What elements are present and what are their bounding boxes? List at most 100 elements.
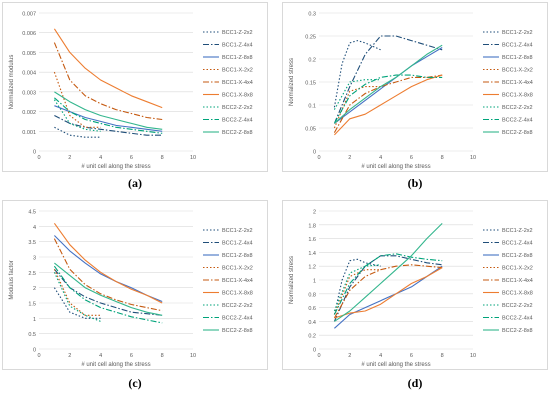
- series-line: [333, 79, 381, 110]
- legend-label: BCC1-X-2x2: [502, 266, 533, 272]
- legend-label: BCC2-Z-8x8: [502, 328, 533, 334]
- y-tick-label: 0: [313, 348, 316, 354]
- series-line: [333, 74, 443, 124]
- legend-label: BCC1-X-4x4: [222, 80, 253, 86]
- y-axis-label: Modulus factor: [9, 260, 15, 299]
- x-tick-label: 10: [190, 353, 196, 359]
- legend-label: BCC2-Z-2x2: [222, 105, 253, 111]
- x-axis-label: # unit cell along the stress: [81, 164, 150, 170]
- legend-label: BCC1-X-8x8: [222, 93, 253, 99]
- y-axis-label: Normalized modulus: [9, 55, 15, 110]
- x-tick-label: 2: [348, 155, 351, 161]
- x-tick-label: 8: [441, 155, 444, 161]
- y-tick-label: 0.001: [22, 130, 36, 136]
- legend-label: BCC1-X-2x2: [222, 266, 253, 272]
- legend-label: BCC2-Z-4x4: [222, 118, 253, 124]
- legend-label: BCC1-X-8x8: [502, 291, 533, 297]
- chart-d: 0 0.2 0.4 0.6 0.8 1 1.2 1.4 1.6 1.8 2 0 2 4 6 8 10 # unit…: [289, 210, 533, 369]
- series-line: [334, 265, 443, 329]
- y-tick-label: 0.004: [22, 71, 36, 77]
- series-line: [334, 223, 443, 322]
- x-axis-label: # unit cell along the stress: [361, 362, 430, 368]
- y-tick-label: 0.1: [308, 104, 316, 110]
- x-tick-label: 10: [190, 155, 196, 161]
- x-tick-label: 2: [68, 353, 71, 359]
- series-line: [333, 258, 381, 315]
- y-tick-label: 3: [33, 256, 36, 262]
- series-line: [53, 268, 163, 316]
- legend-label: BCC1-Z-2x2: [502, 228, 533, 234]
- y-tick-label: 0: [33, 348, 36, 354]
- chart-b: 0 0.05 0.1 0.15 0.2 0.25 0.3 0 2 4 6 8 10 # unit cell…: [289, 12, 533, 171]
- x-tick-label: 4: [99, 155, 102, 161]
- y-tick-label: 0.2: [308, 58, 316, 64]
- y-tick-label: 0.6: [308, 306, 316, 312]
- series-line: [333, 269, 381, 315]
- x-tick-label: 8: [161, 353, 164, 359]
- x-tick-label: 6: [410, 155, 413, 161]
- y-tick-label: 4: [33, 225, 36, 231]
- y-tick-label: 0: [313, 150, 316, 156]
- y-tick-label: 1: [313, 279, 316, 285]
- caption-a: (a): [128, 176, 142, 190]
- legend-label: BCC1-X-2x2: [502, 68, 533, 74]
- caption-d: (d): [407, 376, 423, 390]
- legend-label: BCC1-Z-4x4: [502, 241, 533, 247]
- x-tick-label: 4: [99, 353, 102, 359]
- legend-label: BCC1-Z-4x4: [222, 43, 253, 49]
- x-axis-label: # unit cell along the stress: [361, 164, 430, 170]
- y-axis-label: Normalized stress: [289, 58, 295, 106]
- x-tick-label: 10: [470, 353, 476, 359]
- y-tick-label: 0.15: [305, 81, 316, 87]
- x-tick-label: 0: [317, 353, 320, 359]
- y-tick-label: 0.2: [308, 334, 316, 340]
- series-line: [333, 255, 443, 322]
- chart-panel-b: 0 0.05 0.1 0.15 0.2 0.25 0.3 0 2 4 6 8 10 # unit cell…: [282, 2, 548, 172]
- x-tick-label: 6: [130, 353, 133, 359]
- legend-label: BCC1-Z-8x8: [502, 253, 533, 259]
- y-tick-label: 0.005: [22, 51, 36, 57]
- legend-label: BCC2-Z-2x2: [502, 303, 533, 309]
- y-tick-label: 1.6: [308, 237, 316, 243]
- y-tick-label: 1.8: [308, 223, 316, 229]
- legend-label: BCC1-Z-4x4: [502, 43, 533, 49]
- series-line: [333, 86, 381, 129]
- y-tick-label: 0.5: [28, 332, 36, 338]
- y-tick-label: 1: [33, 317, 36, 323]
- legend-label: BCC1-Z-4x4: [222, 241, 253, 247]
- y-tick-label: 0.003: [22, 90, 36, 96]
- y-tick-label: 0.25: [305, 35, 316, 41]
- legend-label: BCC2-Z-8x8: [502, 130, 533, 136]
- x-tick-label: 4: [379, 155, 382, 161]
- x-axis-label: # unit cell along the stress: [81, 362, 150, 368]
- series-line: [54, 97, 163, 134]
- x-tick-label: 8: [161, 155, 164, 161]
- y-axis-label: Normalized stress: [289, 256, 295, 304]
- series-line: [333, 264, 443, 319]
- x-tick-label: 2: [68, 155, 71, 161]
- chart-panel-d: 0 0.2 0.4 0.6 0.8 1 1.2 1.4 1.6 1.8 2 0 2 4 6 8 10 # unit…: [282, 200, 548, 370]
- x-tick-label: 8: [441, 353, 444, 359]
- legend-label: BCC1-Z-2x2: [502, 30, 533, 36]
- caption-c: (c): [128, 376, 142, 390]
- x-tick-label: 0: [317, 155, 320, 161]
- series-line: [333, 253, 443, 315]
- legend-label: BCC1-Z-2x2: [222, 228, 253, 234]
- y-tick-label: 2: [33, 286, 36, 292]
- y-tick-label: 2.5: [28, 271, 36, 277]
- series-line: [333, 40, 381, 108]
- y-tick-label: 0.3: [308, 12, 316, 18]
- legend-label: BCC1-X-4x4: [502, 278, 533, 284]
- legend-label: BCC1-X-4x4: [222, 278, 253, 284]
- legend-label: BCC1-X-2x2: [222, 68, 253, 74]
- series-line: [53, 28, 163, 109]
- y-tick-label: 3.5: [28, 240, 36, 246]
- series-line: [54, 91, 163, 130]
- legend-label: BCC2-Z-4x4: [222, 316, 253, 322]
- y-tick-label: 0.007: [22, 12, 36, 18]
- legend-label: BCC2-Z-8x8: [222, 328, 253, 334]
- series-line: [334, 44, 443, 124]
- x-tick-label: 10: [470, 155, 476, 161]
- y-tick-label: 1.2: [308, 265, 316, 271]
- series-line: [334, 267, 443, 319]
